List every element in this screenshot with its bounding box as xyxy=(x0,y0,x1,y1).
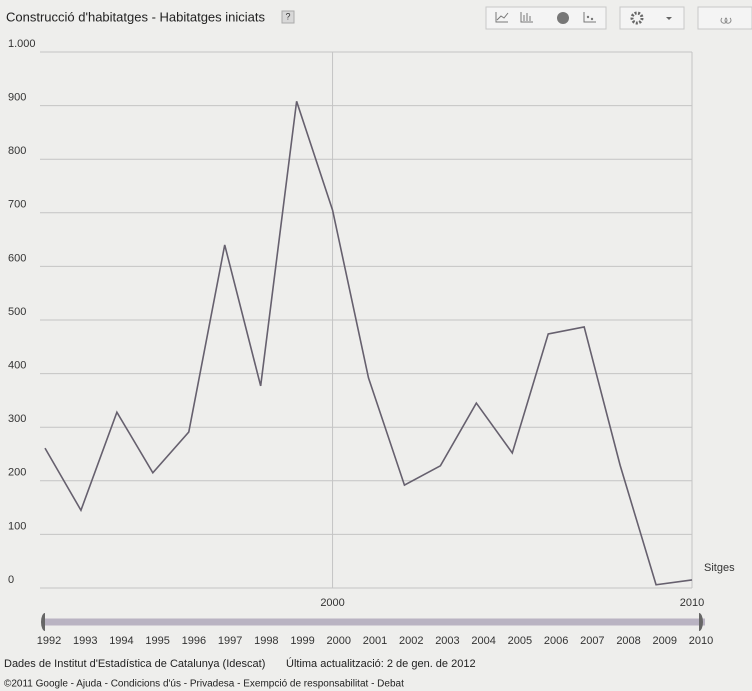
timeline-year: 1995 xyxy=(145,635,169,647)
help-button[interactable]: ? xyxy=(281,10,295,24)
timeline-year: 1994 xyxy=(109,635,133,647)
timeline-start-handle[interactable] xyxy=(41,613,45,631)
bar-icon[interactable] xyxy=(520,12,533,23)
timeline-year: 2005 xyxy=(508,635,532,647)
y-tick-label: 400 xyxy=(8,360,26,372)
y-tick-label: 0 xyxy=(8,574,14,586)
timeline-year: 2008 xyxy=(616,635,640,647)
link-icon xyxy=(720,17,732,24)
source-note: Dades de Institut d'Estadística de Catal… xyxy=(4,658,265,670)
timeline-year: 2009 xyxy=(653,635,677,647)
map-icon[interactable] xyxy=(557,12,569,24)
timeline-year: 1996 xyxy=(182,635,206,647)
series-line xyxy=(44,101,693,586)
timeline-year: 2004 xyxy=(471,635,495,647)
timeline-year: 2007 xyxy=(580,635,604,647)
timeline-year: 1992 xyxy=(37,635,61,647)
help-label[interactable]: ? xyxy=(285,11,290,21)
dropdown-arrow xyxy=(666,17,672,20)
y-tick-label: 900 xyxy=(8,92,26,104)
help-box[interactable] xyxy=(281,10,295,24)
settings-button[interactable] xyxy=(619,6,685,30)
y-tick-label: 200 xyxy=(8,467,26,479)
timeline-year: 1999 xyxy=(290,635,314,647)
scatter-dot xyxy=(590,17,594,21)
line-icon[interactable] xyxy=(495,12,509,23)
timeline-year: 2003 xyxy=(435,635,459,647)
update-note: Última actualització: 2 de gen. de 2012 xyxy=(286,657,476,670)
gear-icon xyxy=(630,11,644,25)
timeline-year: 2010 xyxy=(689,635,713,647)
x-tick-label: 2010 xyxy=(680,597,704,609)
toolbar xyxy=(485,6,752,30)
y-tick-label: 600 xyxy=(8,252,26,264)
footer-links[interactable]: ©2011 Google - Ajuda - Condicions d'ús -… xyxy=(4,679,404,690)
y-tick-label: 300 xyxy=(8,413,26,425)
timeline-year: 2000 xyxy=(327,635,351,647)
timeline-year: 2002 xyxy=(399,635,423,647)
series-label: Sitges xyxy=(704,562,735,574)
timeline-end-handle[interactable] xyxy=(699,613,703,631)
timeline-year: 1993 xyxy=(73,635,97,647)
scatter-icon[interactable] xyxy=(583,12,596,23)
y-tick-label: 500 xyxy=(8,306,26,318)
chart-title: Construcció d'habitatges - Habitatges in… xyxy=(6,9,266,24)
y-tick-label: 800 xyxy=(8,145,26,157)
scatter-dot xyxy=(586,15,590,19)
timeline-year: 2001 xyxy=(363,635,387,647)
y-tick-label: 700 xyxy=(8,199,26,211)
timeline-year: 1998 xyxy=(254,635,278,647)
timeline-year: 2006 xyxy=(544,635,568,647)
timeline-year: 1997 xyxy=(218,635,242,647)
chart-type-buttons[interactable] xyxy=(485,6,607,30)
y-tick-label: 100 xyxy=(8,520,26,532)
y-tick-label: 1.000 xyxy=(8,38,36,50)
link-button[interactable] xyxy=(697,6,752,30)
x-tick-label: 2000 xyxy=(320,597,344,609)
